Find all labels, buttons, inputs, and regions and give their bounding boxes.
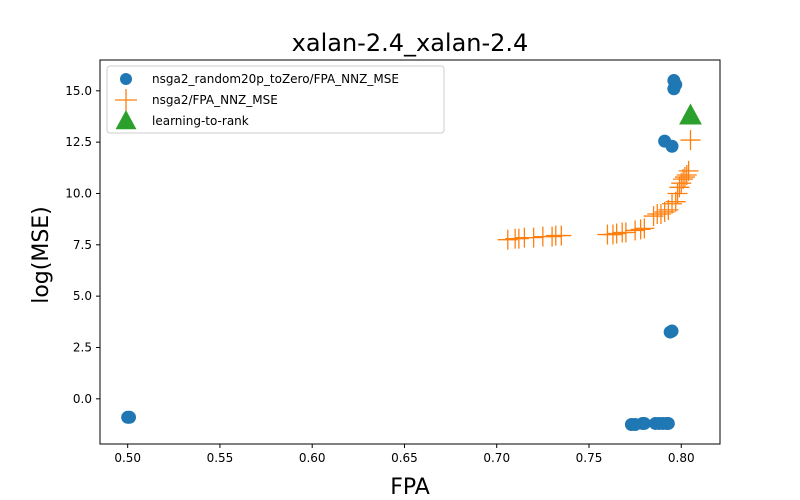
- data-point: [667, 74, 681, 88]
- x-tick-label: 0.50: [114, 451, 141, 465]
- data-point: [542, 226, 563, 247]
- data-point: [123, 410, 137, 424]
- y-tick-label: 7.5: [73, 238, 92, 252]
- plot-frame: [99, 59, 721, 445]
- data-point: [615, 222, 636, 243]
- data-point: [662, 193, 683, 214]
- x-tick-label: 0.70: [483, 451, 510, 465]
- data-point: [665, 191, 686, 212]
- y-axis: 0.0 2.5 5.0 7.5 10.0 12.5 15.0: [65, 84, 100, 406]
- legend-marker: [120, 73, 132, 85]
- data-point: [673, 169, 694, 190]
- data-point: [665, 139, 679, 153]
- y-tick-label: 0.0: [73, 392, 92, 406]
- legend-label: nsga2/FPA_NNZ_MSE: [152, 93, 278, 107]
- x-tick-label: 0.65: [391, 451, 418, 465]
- data-point: [606, 223, 627, 244]
- data-point: [650, 204, 671, 225]
- x-tick-label: 0.80: [668, 451, 695, 465]
- legend: nsga2_random20p_toZero/FPA_NNZ_MSE nsga2/…: [106, 65, 445, 134]
- legend-marker: [115, 110, 137, 130]
- data-point: [637, 416, 651, 430]
- data-point: [676, 164, 697, 185]
- legend-label: nsga2_random20p_toZero/FPA_NNZ_MSE: [152, 72, 399, 86]
- chart-title: xalan-2.4_xalan-2.4: [292, 29, 529, 57]
- y-tick-label: 10.0: [65, 186, 92, 200]
- legend-label: learning-to-rank: [152, 114, 249, 128]
- legend-box: [106, 65, 445, 134]
- data-point: [630, 219, 651, 240]
- data-point: [551, 225, 572, 246]
- data-point: [661, 416, 675, 430]
- data-point: [625, 220, 646, 241]
- series-plus: [497, 130, 701, 250]
- x-tick-label: 0.75: [576, 451, 603, 465]
- x-tick-label: 0.55: [207, 451, 234, 465]
- data-point: [523, 227, 544, 248]
- data-point: [508, 228, 529, 249]
- y-tick-label: 12.5: [65, 135, 92, 149]
- data-point: [654, 201, 675, 222]
- plot-marks: [121, 74, 702, 431]
- data-point: [634, 218, 655, 239]
- series-circle: [121, 74, 683, 431]
- data-point: [602, 224, 623, 245]
- y-tick-label: 15.0: [65, 84, 92, 98]
- data-point: [497, 229, 518, 250]
- y-tick-label: 5.0: [73, 289, 92, 303]
- x-axis: 0.50 0.55 0.60 0.65 0.70 0.75 0.80: [114, 444, 695, 465]
- y-tick-label: 2.5: [73, 340, 92, 354]
- x-axis-title: FPA: [390, 475, 430, 500]
- data-point: [679, 103, 702, 125]
- series-triangle: [679, 103, 702, 125]
- legend-marker: [115, 89, 137, 111]
- data-point: [643, 206, 664, 227]
- x-tick-label: 0.60: [299, 451, 326, 465]
- data-point: [665, 324, 679, 338]
- data-point: [678, 160, 699, 181]
- y-axis-title: log(MSE): [29, 206, 54, 304]
- data-point: [680, 130, 701, 151]
- data-point: [669, 177, 690, 198]
